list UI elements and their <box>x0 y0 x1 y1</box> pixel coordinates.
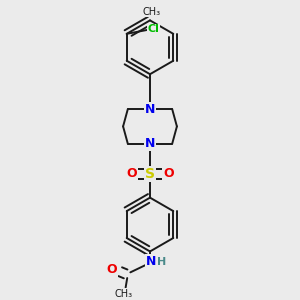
Text: N: N <box>145 103 155 116</box>
Text: O: O <box>107 263 117 276</box>
Text: Cl: Cl <box>148 24 160 34</box>
Text: O: O <box>126 167 137 180</box>
Text: CH₃: CH₃ <box>142 7 160 16</box>
Text: CH₃: CH₃ <box>114 289 133 299</box>
Text: O: O <box>163 167 174 180</box>
Text: N: N <box>146 255 156 268</box>
Text: N: N <box>145 137 155 150</box>
Text: S: S <box>145 167 155 181</box>
Text: H: H <box>158 256 167 267</box>
